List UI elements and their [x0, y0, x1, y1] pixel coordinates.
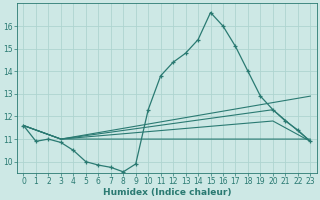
X-axis label: Humidex (Indice chaleur): Humidex (Indice chaleur): [103, 188, 231, 197]
